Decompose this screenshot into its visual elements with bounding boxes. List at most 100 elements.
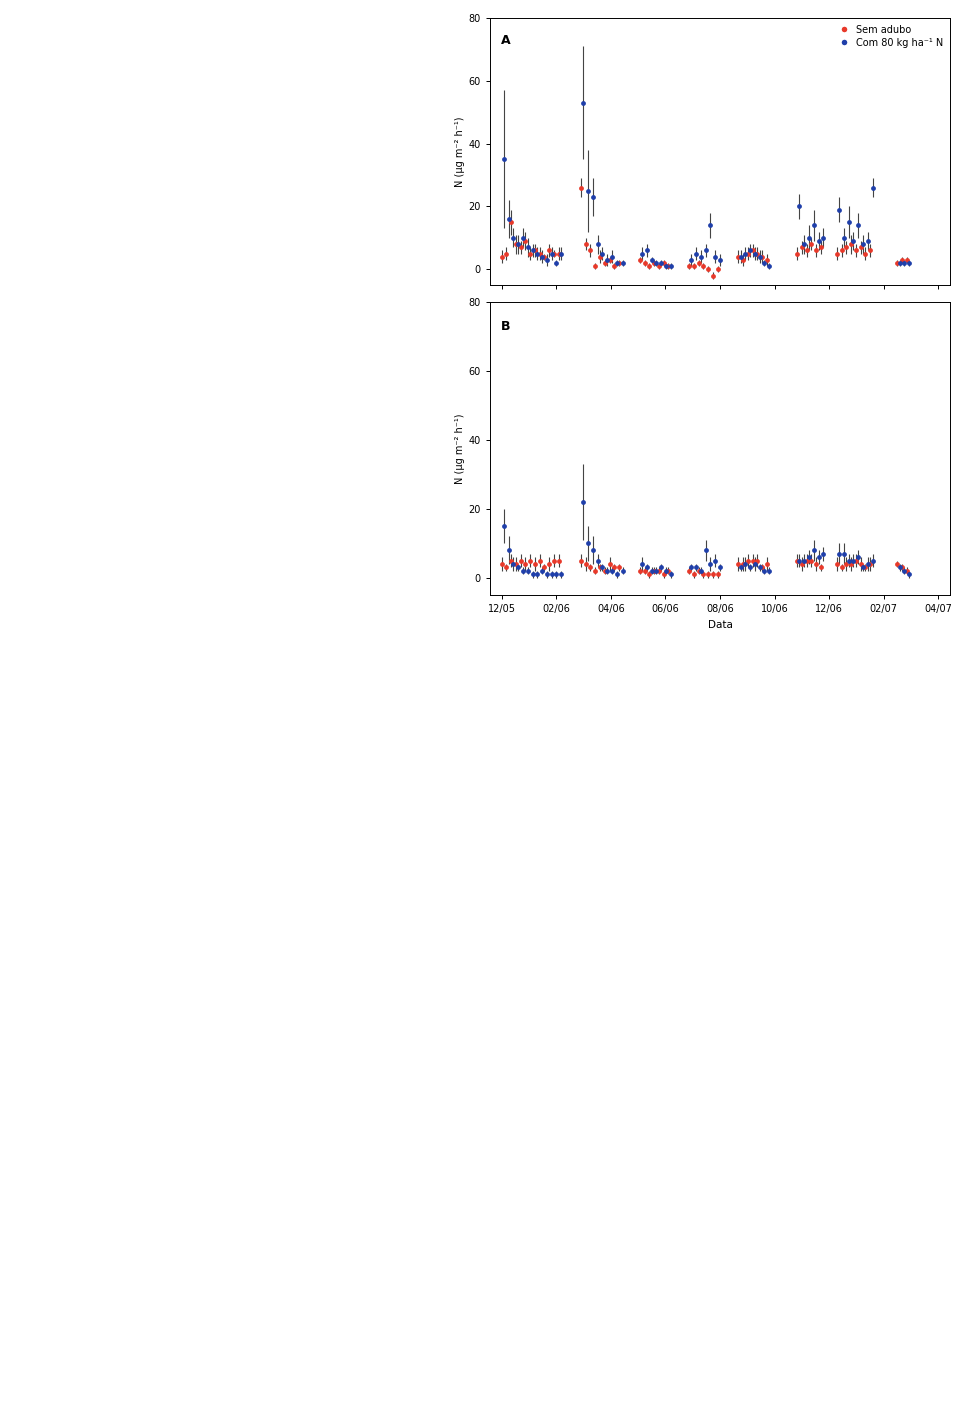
Point xyxy=(607,255,622,277)
Point xyxy=(511,556,526,579)
Point xyxy=(839,236,854,259)
Point xyxy=(761,559,777,582)
Point xyxy=(703,214,718,236)
Point xyxy=(597,559,612,582)
Point xyxy=(530,563,545,586)
Point xyxy=(855,556,871,579)
Point xyxy=(544,242,560,265)
Point xyxy=(546,242,562,265)
Point xyxy=(586,539,601,562)
Point xyxy=(816,542,831,565)
Point xyxy=(615,559,631,582)
Point xyxy=(599,249,614,272)
Text: B: B xyxy=(501,320,511,333)
Point xyxy=(581,180,596,202)
Point xyxy=(517,553,533,576)
Point xyxy=(639,239,655,262)
Point xyxy=(829,242,845,265)
Point xyxy=(659,255,674,277)
Point xyxy=(756,252,772,275)
Point xyxy=(649,252,664,275)
Point xyxy=(549,252,564,275)
Point xyxy=(659,559,674,582)
Point xyxy=(660,255,676,277)
Point xyxy=(745,239,760,262)
Point xyxy=(501,208,516,231)
Point xyxy=(899,249,914,272)
Point xyxy=(516,226,531,249)
Point xyxy=(597,252,612,275)
Point xyxy=(583,239,598,262)
Point xyxy=(808,553,824,576)
Point xyxy=(612,556,627,579)
Point xyxy=(731,245,746,267)
Point xyxy=(892,252,907,275)
Point xyxy=(540,563,555,586)
Point xyxy=(527,553,542,576)
Point xyxy=(609,252,624,275)
Point xyxy=(797,233,812,256)
Point xyxy=(599,559,614,582)
Point xyxy=(895,556,910,579)
Point xyxy=(540,249,555,272)
Point xyxy=(706,563,721,586)
Point xyxy=(813,556,828,579)
Y-axis label: N (µg m⁻² h⁻¹): N (µg m⁻² h⁻¹) xyxy=(455,413,466,484)
Point xyxy=(520,236,536,259)
Point xyxy=(799,239,814,262)
Point xyxy=(498,242,514,265)
Point xyxy=(698,239,713,262)
Point xyxy=(844,553,859,576)
Point xyxy=(831,198,847,221)
Point xyxy=(761,255,777,277)
Point xyxy=(586,185,601,208)
Point xyxy=(636,252,652,275)
Point xyxy=(541,553,557,576)
Point xyxy=(802,226,817,249)
Point xyxy=(712,556,728,579)
Point xyxy=(804,549,819,572)
Point xyxy=(710,258,726,280)
Point xyxy=(651,559,666,582)
Point xyxy=(794,553,809,576)
Point xyxy=(698,539,713,562)
Point xyxy=(755,556,770,579)
Point xyxy=(516,559,531,582)
Point xyxy=(733,245,749,267)
Point xyxy=(612,252,627,275)
Point xyxy=(745,549,760,572)
Point xyxy=(811,229,827,252)
Point xyxy=(641,563,657,586)
Point xyxy=(530,242,545,265)
Point xyxy=(590,233,606,256)
Point xyxy=(639,556,655,579)
Point xyxy=(615,252,631,275)
Point xyxy=(654,252,669,275)
Point xyxy=(706,265,721,287)
Point xyxy=(890,553,905,576)
Point xyxy=(752,245,767,267)
Point xyxy=(532,549,547,572)
Point xyxy=(755,245,770,267)
Point xyxy=(632,559,647,582)
Point xyxy=(806,539,822,562)
Point xyxy=(752,556,767,579)
Point xyxy=(513,236,528,259)
Point xyxy=(525,563,540,586)
Point xyxy=(522,242,538,265)
X-axis label: Data: Data xyxy=(708,620,732,630)
Point xyxy=(792,549,807,572)
Point xyxy=(710,563,726,586)
Point xyxy=(592,245,608,267)
Point xyxy=(551,549,566,572)
Point xyxy=(740,549,756,572)
Point xyxy=(839,553,854,576)
Point xyxy=(808,239,824,262)
Point xyxy=(635,553,650,576)
Point xyxy=(701,563,716,586)
Point xyxy=(846,549,861,572)
Point xyxy=(834,239,850,262)
Point xyxy=(852,236,868,259)
Point xyxy=(691,559,707,582)
Point xyxy=(682,559,697,582)
